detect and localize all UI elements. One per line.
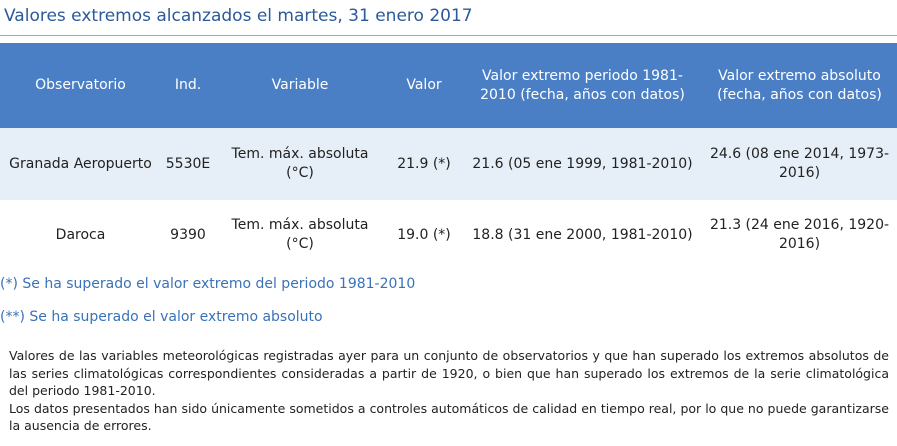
header-extremo-periodo: Valor extremo periodo 1981-2010 (fecha, … — [463, 43, 702, 128]
description-paragraph: Valores de las variables meteorológicas … — [9, 348, 889, 398]
cell-variable: Tem. máx. absoluta (°C) — [215, 200, 385, 270]
header-indicativo: Ind. — [161, 43, 215, 128]
cell-indicativo: 9390 — [161, 200, 215, 270]
table-row: Daroca 9390 Tem. máx. absoluta (°C) 19.0… — [0, 200, 897, 270]
cell-extremo-absoluto: 24.6 (08 ene 2014, 1973-2016) — [702, 128, 897, 200]
cell-observatorio: Daroca — [0, 200, 161, 270]
cell-indicativo: 5530E — [161, 128, 215, 200]
cell-observatorio: Granada Aeropuerto — [0, 128, 161, 200]
cell-variable: Tem. máx. absoluta (°C) — [215, 128, 385, 200]
cell-valor: 19.0 (*) — [385, 200, 463, 270]
note-absoluto: (**) Se ha superado el valor extremo abs… — [0, 309, 323, 325]
description-paragraph: Los datos presentados han sido únicament… — [9, 400, 889, 434]
cell-extremo-periodo: 21.6 (05 ene 1999, 1981-2010) — [463, 128, 702, 200]
page-title: Valores extremos alcanzados el martes, 3… — [4, 6, 473, 26]
header-variable: Variable — [215, 43, 385, 128]
table-row: Granada Aeropuerto 5530E Tem. máx. absol… — [0, 128, 897, 200]
table-header-row: Observatorio Ind. Variable Valor Valor e… — [0, 43, 897, 128]
cell-extremo-absoluto: 21.3 (24 ene 2016, 1920-2016) — [702, 200, 897, 270]
cell-extremo-periodo: 18.8 (31 ene 2000, 1981-2010) — [463, 200, 702, 270]
cell-valor: 21.9 (*) — [385, 128, 463, 200]
title-bar: Valores extremos alcanzados el martes, 3… — [0, 0, 897, 36]
header-extremo-absoluto: Valor extremo absoluto (fecha, años con … — [702, 43, 897, 128]
extremes-table: Observatorio Ind. Variable Valor Valor e… — [0, 43, 897, 270]
note-periodo: (*) Se ha superado el valor extremo del … — [0, 276, 416, 292]
header-observatorio: Observatorio — [0, 43, 161, 128]
header-valor: Valor — [385, 43, 463, 128]
description: Valores de las variables meteorológicas … — [9, 347, 889, 435]
